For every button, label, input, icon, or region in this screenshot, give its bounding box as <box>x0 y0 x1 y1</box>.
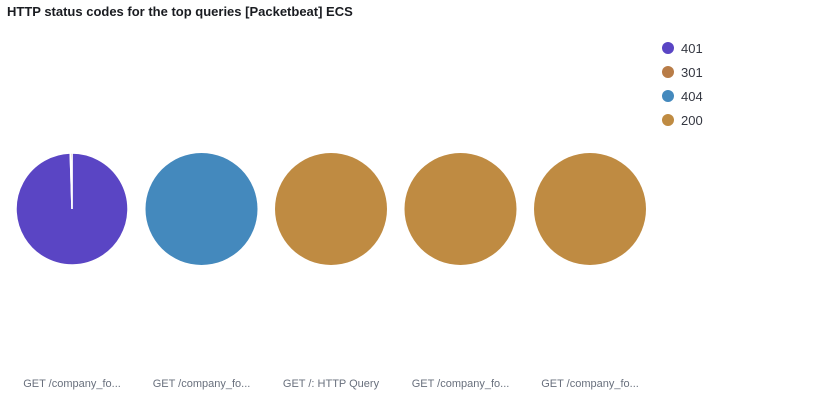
legend-label: 200 <box>681 112 703 128</box>
legend-swatch <box>662 114 674 126</box>
pie-label: GET /: HTTP Query <box>283 378 380 390</box>
legend-label: 401 <box>681 40 703 56</box>
pie-slice-301[interactable] <box>69 152 73 210</box>
pie-label: GET /company_fo... <box>412 378 510 390</box>
pie-label: GET /company_fo... <box>541 378 639 390</box>
pie-slice-200[interactable] <box>404 153 517 265</box>
legend-swatch <box>662 66 674 78</box>
pie-3: GET /: HTTP Query <box>275 153 387 390</box>
legend-swatch <box>662 42 674 54</box>
legend-item-404[interactable]: 404 <box>662 84 802 108</box>
pie-1: GET /company_fo... <box>15 152 129 390</box>
pie-4: GET /company_fo... <box>404 153 517 390</box>
legend-label: 404 <box>681 88 703 104</box>
pie-2: GET /company_fo... <box>145 153 258 390</box>
legend-item-401[interactable]: 401 <box>662 36 802 60</box>
pie-slice-404[interactable] <box>145 153 258 265</box>
legend-item-301[interactable]: 301 <box>662 60 802 84</box>
pie-slice-200[interactable] <box>534 153 646 265</box>
pie-5: GET /company_fo... <box>534 153 646 390</box>
legend-item-200[interactable]: 200 <box>662 108 802 132</box>
pie-label: GET /company_fo... <box>153 378 251 390</box>
pie-slice-200[interactable] <box>275 153 387 265</box>
pies-layer: GET /company_fo... GET /company_fo... GET … <box>15 152 646 390</box>
legend-swatch <box>662 90 674 102</box>
legend-label: 301 <box>681 64 703 80</box>
chart-legend: 401 301 404 200 <box>662 36 802 132</box>
pie-label: GET /company_fo... <box>23 378 121 390</box>
chart-title: HTTP status codes for the top queries [P… <box>7 4 353 19</box>
